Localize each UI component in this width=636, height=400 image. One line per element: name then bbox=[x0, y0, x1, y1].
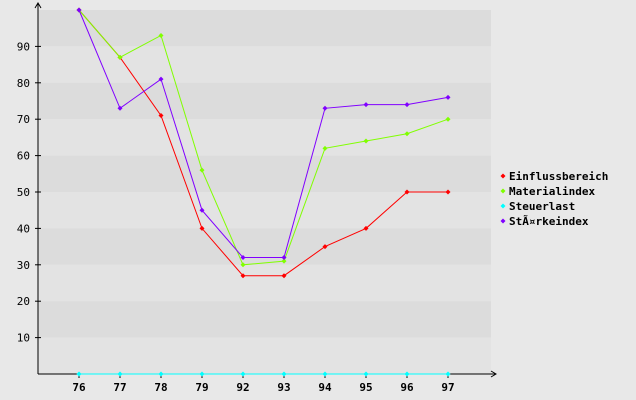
legend-marker bbox=[500, 188, 506, 194]
y-tick-label: 60 bbox=[17, 150, 30, 163]
y-tick-label: 30 bbox=[17, 259, 30, 272]
data-point bbox=[445, 116, 451, 122]
data-point bbox=[322, 105, 328, 111]
grid-band bbox=[38, 264, 491, 302]
data-point bbox=[363, 225, 369, 231]
data-point bbox=[240, 273, 246, 279]
data-point bbox=[445, 371, 451, 377]
x-tick-label: 97 bbox=[441, 381, 454, 394]
data-point bbox=[199, 225, 205, 231]
x-axis-arrow bbox=[490, 370, 497, 378]
grid-band bbox=[38, 82, 491, 120]
data-point bbox=[404, 102, 410, 108]
data-point bbox=[445, 189, 451, 195]
x-tick-label: 77 bbox=[113, 381, 126, 394]
data-point bbox=[404, 371, 410, 377]
y-tick-label: 10 bbox=[17, 332, 30, 345]
data-point bbox=[117, 105, 123, 111]
legend-marker bbox=[500, 218, 506, 224]
data-point bbox=[240, 371, 246, 377]
y-tick-label: 50 bbox=[17, 186, 30, 199]
x-tick-label: 94 bbox=[318, 381, 332, 394]
series-line bbox=[78, 9, 449, 259]
x-tick-label: 95 bbox=[359, 381, 372, 394]
data-point bbox=[76, 371, 82, 377]
data-point bbox=[281, 255, 287, 261]
series-lines bbox=[76, 7, 451, 377]
data-point bbox=[158, 32, 164, 38]
data-point bbox=[363, 371, 369, 377]
series-line bbox=[78, 9, 448, 277]
grid-band bbox=[38, 301, 491, 338]
x-tick-label: 96 bbox=[400, 381, 414, 394]
plot-background-bands bbox=[38, 10, 491, 374]
legend-label: StÃ¤rkeindex bbox=[509, 215, 589, 228]
legend-label: Materialindex bbox=[509, 185, 595, 198]
data-point bbox=[199, 207, 205, 213]
series-line bbox=[78, 9, 449, 266]
x-tick-label: 78 bbox=[154, 381, 167, 394]
data-point bbox=[322, 371, 328, 377]
y-tick-label: 80 bbox=[17, 77, 30, 90]
y-tick-label: 40 bbox=[17, 222, 30, 235]
grid-band bbox=[38, 119, 491, 156]
y-tick-label: 90 bbox=[17, 40, 30, 53]
data-point bbox=[199, 371, 205, 377]
x-tick-label: 79 bbox=[195, 381, 208, 394]
legend-marker bbox=[500, 173, 506, 179]
x-tick-label: 76 bbox=[72, 381, 86, 394]
x-tick-label: 92 bbox=[236, 381, 249, 394]
legend-label: Steuerlast bbox=[509, 200, 575, 213]
data-point bbox=[281, 371, 287, 377]
y-tick-label: 20 bbox=[17, 295, 30, 308]
data-point bbox=[322, 244, 328, 250]
grid-band bbox=[38, 228, 491, 265]
data-point bbox=[158, 371, 164, 377]
y-axis-arrow bbox=[34, 2, 42, 9]
data-point bbox=[240, 262, 246, 268]
data-point bbox=[404, 131, 410, 137]
data-point bbox=[445, 94, 451, 100]
chart-legend: Einflussbereich Materialindex Steuerlast St… bbox=[500, 170, 608, 228]
data-point bbox=[158, 76, 164, 82]
y-tick-label: 70 bbox=[17, 113, 30, 126]
x-tick-label: 93 bbox=[277, 381, 290, 394]
grid-band bbox=[38, 10, 491, 47]
data-point bbox=[117, 54, 123, 60]
legend-marker bbox=[500, 203, 506, 209]
data-point bbox=[322, 145, 328, 151]
grid-band bbox=[38, 155, 491, 192]
x-axis-ticks: 76 77 78 79 92 93 94 95 96 97 bbox=[72, 374, 455, 394]
data-point bbox=[199, 167, 205, 173]
data-point bbox=[363, 138, 369, 144]
data-point bbox=[240, 255, 246, 261]
data-point bbox=[281, 258, 287, 264]
grid-band bbox=[38, 192, 491, 229]
data-point bbox=[281, 273, 287, 279]
data-point bbox=[363, 102, 369, 108]
legend-label: Einflussbereich bbox=[509, 170, 608, 183]
data-point bbox=[76, 7, 82, 13]
grid-band bbox=[38, 337, 491, 374]
data-point bbox=[117, 371, 123, 377]
y-axis-ticks: 10 20 30 40 50 60 70 80 90 bbox=[17, 40, 41, 345]
data-point bbox=[158, 113, 164, 119]
data-point bbox=[404, 189, 410, 195]
grid-band bbox=[38, 46, 491, 83]
